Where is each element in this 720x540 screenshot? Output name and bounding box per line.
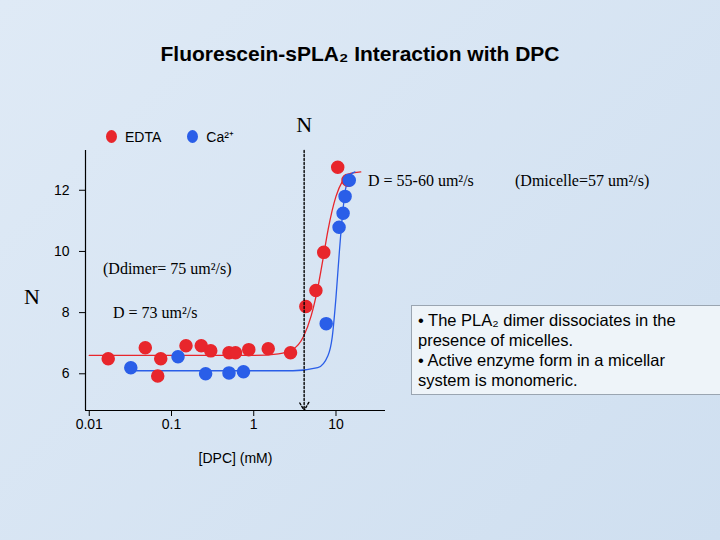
html-text:Ca²⁺: Ca²⁺	[206, 129, 234, 145]
svg-text:10: 10	[54, 243, 70, 259]
html-text:N: N	[24, 284, 40, 309]
html-text:D = 55-60 um²/s: D = 55-60 um²/s	[368, 172, 474, 189]
svg-text:10: 10	[328, 416, 344, 432]
svg-text:0.01: 0.01	[76, 416, 103, 432]
html-text:• The PLA₂ dimer dissociates i: • The PLA₂ dimer dissociates in the pres…	[418, 311, 676, 349]
html-text:Fluorescein-sPLA₂ Interaction: Fluorescein-sPLA₂ Interaction with DPC	[160, 42, 560, 65]
html-text:(Dmicelle=57 um²/s): (Dmicelle=57 um²/s)	[515, 172, 650, 189]
html-text:D = 73 um²/s: D = 73 um²/s	[113, 304, 198, 321]
svg-text:N: N	[296, 112, 312, 137]
svg-text:8: 8	[62, 304, 70, 320]
svg-text:0.1: 0.1	[162, 416, 182, 432]
html-text:EDTA: EDTA	[125, 128, 162, 145]
html-text:• Active enzyme form in a mice: • Active enzyme form in a micellar syste…	[418, 351, 665, 389]
svg-text:6: 6	[62, 365, 70, 381]
svg-text:12: 12	[54, 182, 70, 198]
html-text:(Ddimer= 75 um²/s): (Ddimer= 75 um²/s)	[103, 260, 232, 277]
svg-text:[DPC] (mM): [DPC] (mM)	[199, 450, 273, 466]
svg-text:1: 1	[250, 416, 258, 432]
